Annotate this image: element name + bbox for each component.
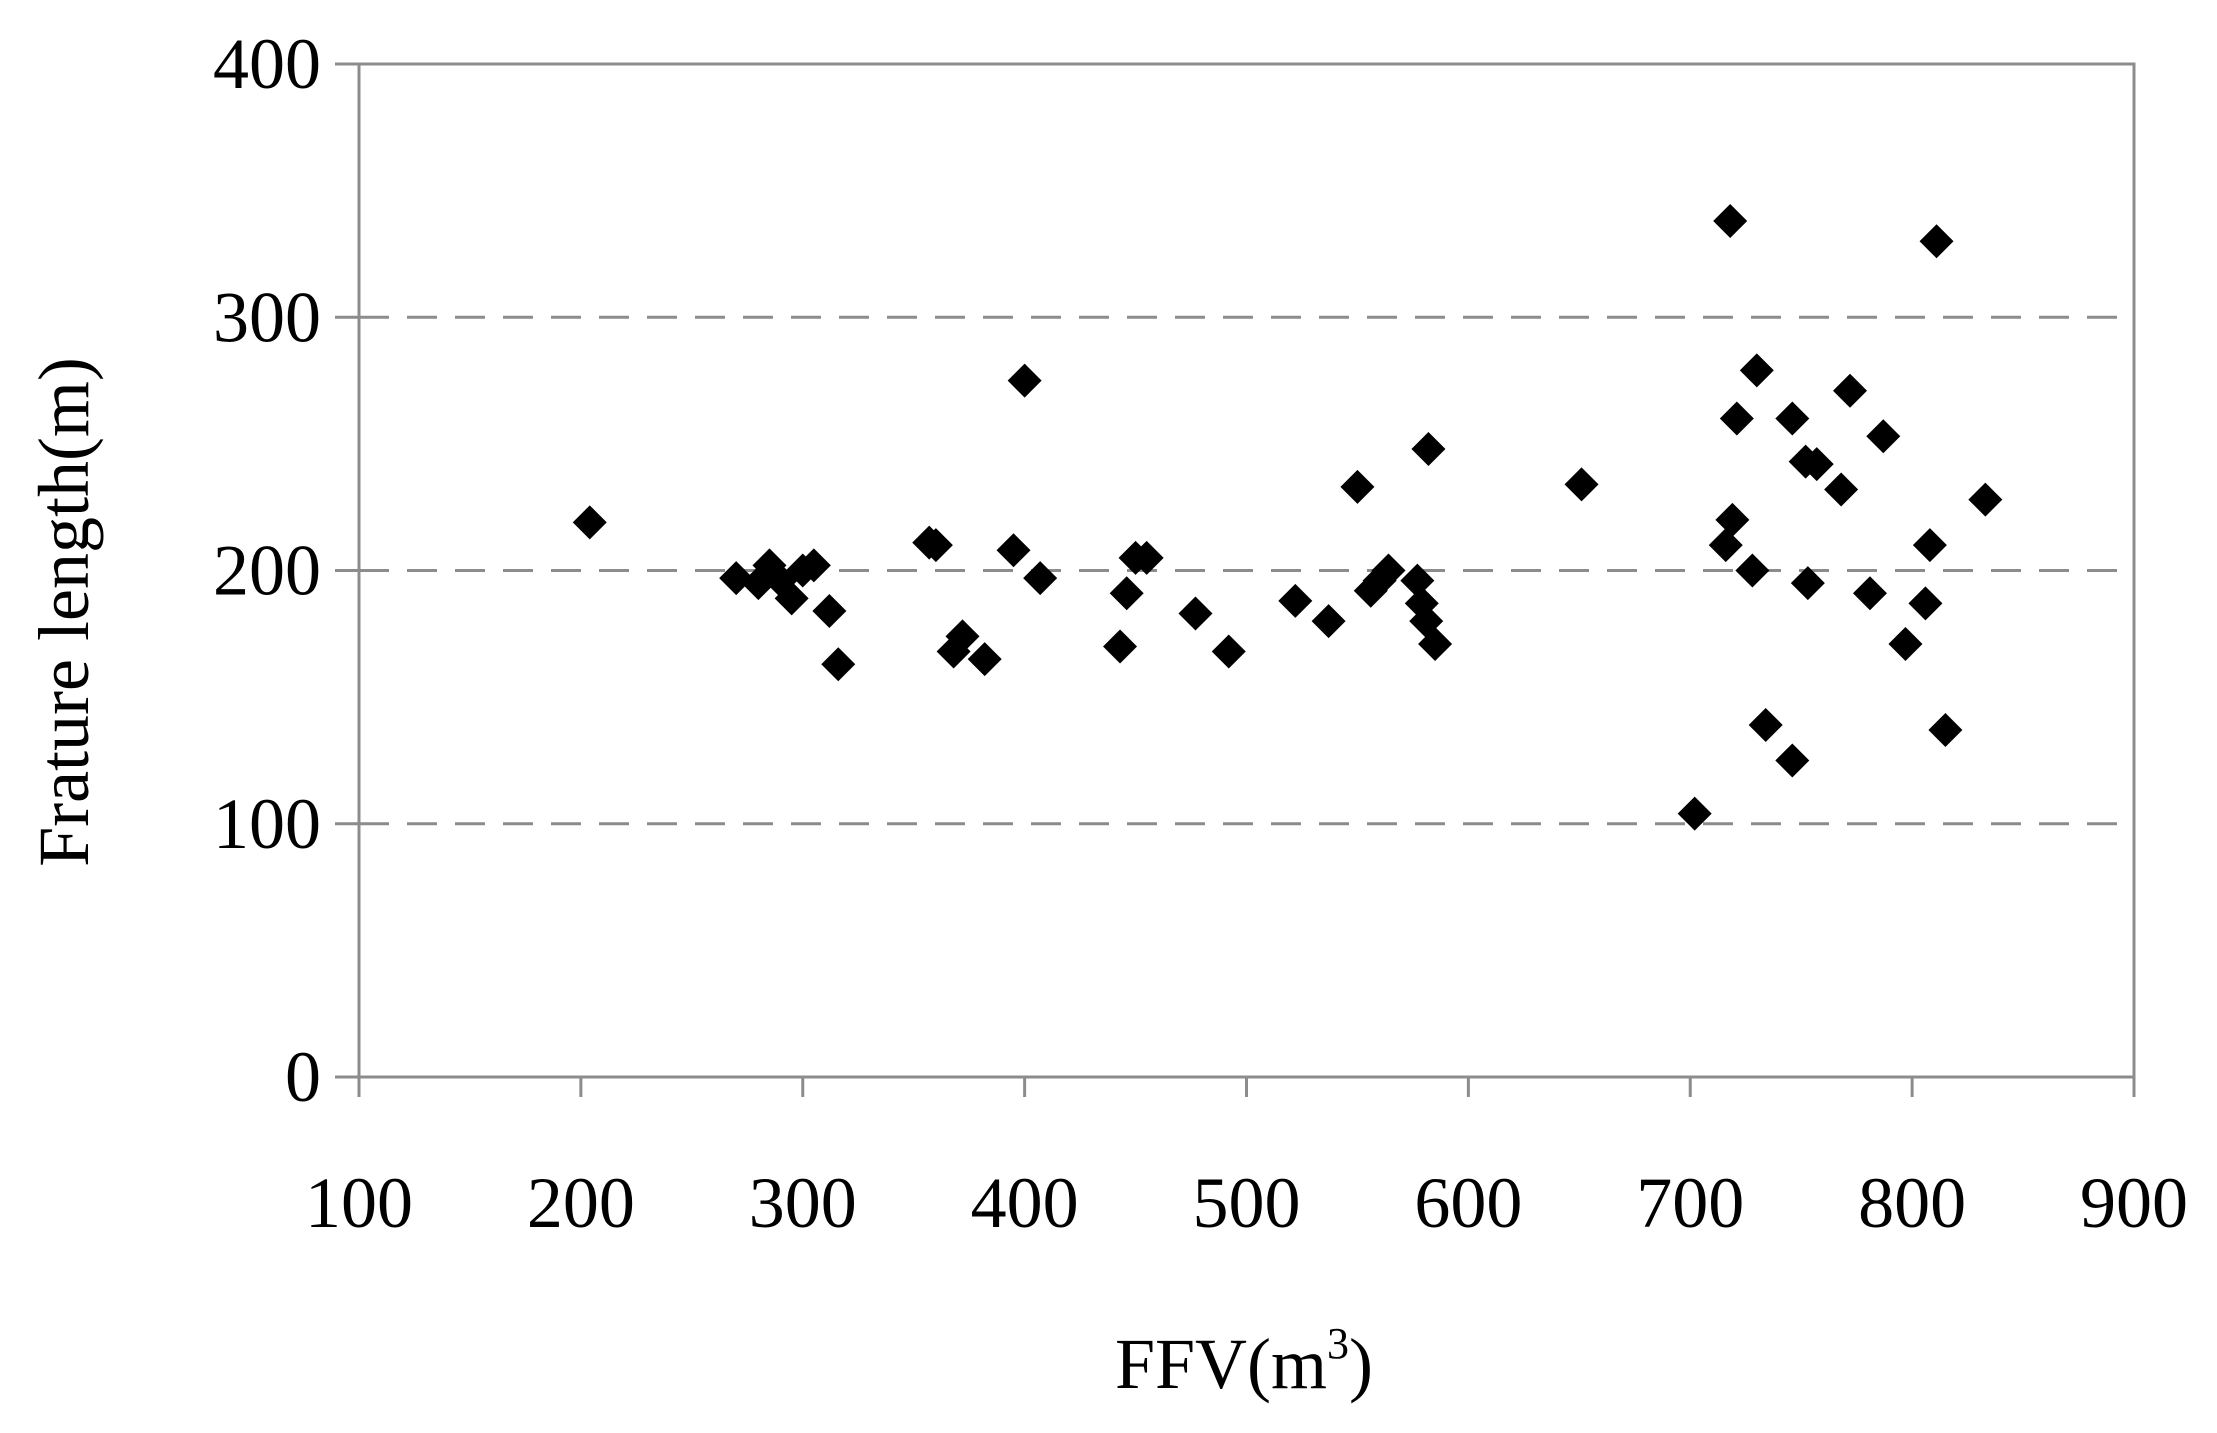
data-point-53 <box>1888 626 1923 661</box>
data-point-8 <box>812 594 847 629</box>
data-point-15 <box>996 533 1031 568</box>
data-point-37 <box>1708 528 1743 563</box>
x-tick-label-800: 800 <box>1858 1163 1966 1243</box>
data-point-39 <box>1715 502 1750 537</box>
data-series <box>572 204 2003 831</box>
x-axis-title-end: ) <box>1349 1324 1373 1404</box>
data-point-34 <box>1418 626 1453 661</box>
data-point-24 <box>1278 583 1313 618</box>
gridlines <box>359 315 2134 826</box>
data-point-48 <box>1799 447 1834 482</box>
data-point-43 <box>1748 707 1783 742</box>
data-point-57 <box>1928 713 1963 748</box>
data-point-49 <box>1824 472 1859 507</box>
data-point-38 <box>1713 204 1748 239</box>
x-tick-label-900: 900 <box>2080 1163 2188 1243</box>
data-point-11 <box>918 528 953 563</box>
y-tick-label-0: 0 <box>285 1037 321 1117</box>
data-point-0 <box>572 505 607 540</box>
data-point-25 <box>1311 604 1346 639</box>
data-point-45 <box>1775 401 1810 436</box>
y-axis-title: Frature length(m) <box>24 357 104 867</box>
x-axis-title: FFV(m3) <box>1115 1319 1373 1404</box>
data-point-44 <box>1775 743 1810 778</box>
data-point-23 <box>1211 634 1246 669</box>
x-tick-label-400: 400 <box>971 1163 1079 1243</box>
data-point-55 <box>1912 528 1947 563</box>
y-tick-label-100: 100 <box>213 784 321 864</box>
data-point-50 <box>1833 373 1867 408</box>
data-point-41 <box>1735 553 1770 588</box>
data-point-14 <box>967 642 1002 677</box>
data-point-1 <box>719 561 754 596</box>
data-point-47 <box>1790 566 1825 601</box>
data-point-22 <box>1178 596 1213 631</box>
data-point-30 <box>1400 563 1435 598</box>
data-point-13 <box>945 619 980 654</box>
data-point-35 <box>1564 467 1599 502</box>
x-axis: 100 200 300 400 500 600 700 800 900 <box>305 1077 2188 1243</box>
data-point-33 <box>1411 431 1446 466</box>
data-point-26 <box>1340 469 1375 504</box>
x-tick-label-200: 200 <box>527 1163 635 1243</box>
data-point-52 <box>1866 419 1901 454</box>
y-axis: 0 100 200 300 400 <box>213 24 359 1117</box>
data-point-7 <box>796 548 831 583</box>
data-point-56 <box>1919 224 1954 259</box>
data-point-36 <box>1677 796 1712 831</box>
x-tick-label-500: 500 <box>1193 1163 1301 1243</box>
data-point-19 <box>1109 576 1144 611</box>
data-point-29 <box>1371 553 1406 588</box>
data-point-21 <box>1129 540 1164 575</box>
x-tick-label-100: 100 <box>305 1163 413 1243</box>
y-tick-label-400: 400 <box>213 24 321 104</box>
y-tick-label-200: 200 <box>213 531 321 611</box>
data-point-16 <box>1007 363 1042 398</box>
data-point-18 <box>1103 629 1138 664</box>
x-axis-title-main: FFV(m <box>1115 1324 1327 1404</box>
data-point-51 <box>1852 576 1887 611</box>
x-axis-title-superscript: 3 <box>1327 1319 1349 1368</box>
y-tick-label-300: 300 <box>213 277 321 357</box>
data-point-5 <box>774 581 809 616</box>
data-point-58 <box>1968 482 2003 517</box>
data-point-17 <box>1023 561 1058 596</box>
data-point-54 <box>1908 586 1943 621</box>
data-point-42 <box>1739 353 1774 388</box>
x-tick-label-300: 300 <box>749 1163 857 1243</box>
x-tick-label-700: 700 <box>1636 1163 1744 1243</box>
x-tick-label-600: 600 <box>1414 1163 1522 1243</box>
data-point-40 <box>1719 401 1754 436</box>
data-point-9 <box>821 647 856 682</box>
